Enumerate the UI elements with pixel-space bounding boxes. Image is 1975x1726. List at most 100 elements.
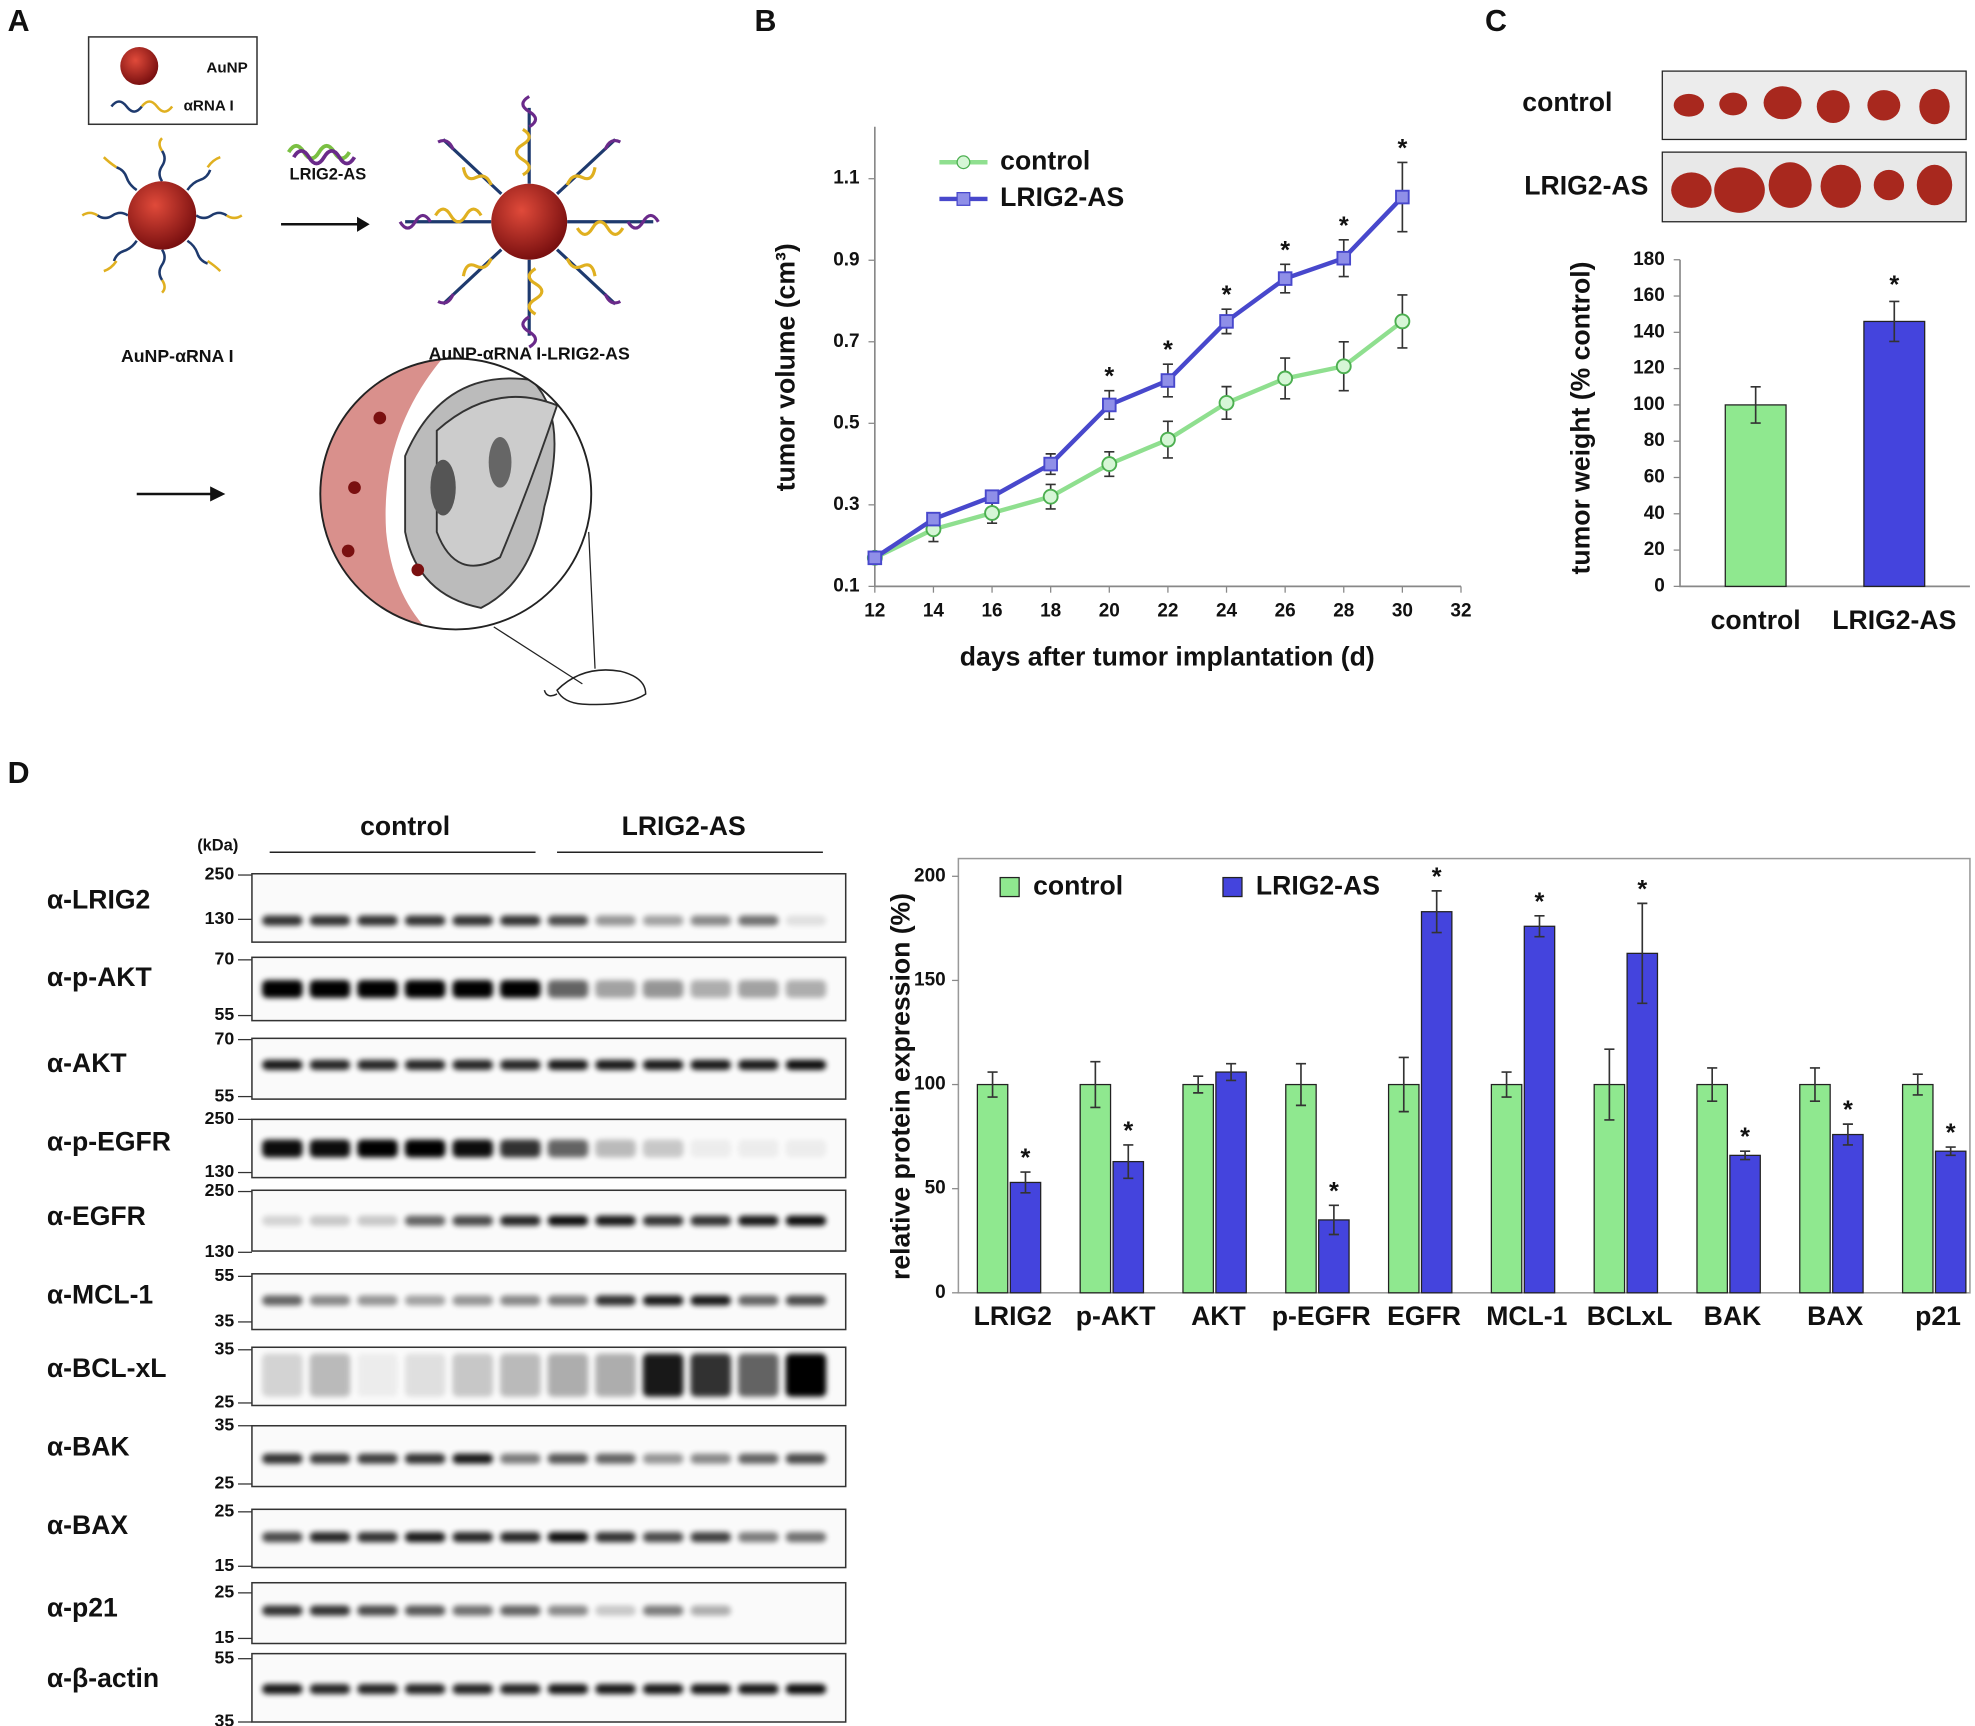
- x-tick-label: 26: [1275, 601, 1296, 622]
- y-tick-label: 160: [1633, 285, 1665, 306]
- band: [500, 1215, 541, 1226]
- band: [404, 1059, 446, 1070]
- y-tick-label: 60: [1644, 467, 1665, 488]
- group-label: control: [360, 811, 450, 841]
- band: [547, 1684, 589, 1695]
- kda-label: 55: [214, 1085, 234, 1105]
- marker: [1335, 358, 1352, 375]
- band: [357, 1453, 398, 1464]
- band: [452, 1684, 493, 1695]
- band: [690, 1532, 732, 1543]
- band: [309, 1295, 351, 1306]
- antibody-label: α-LRIG2: [47, 885, 150, 915]
- band: [452, 1353, 493, 1397]
- band: [595, 1295, 636, 1306]
- significance: *: [1740, 1123, 1750, 1151]
- band: [262, 1295, 303, 1306]
- band: [547, 915, 589, 926]
- kda-label: 130: [205, 1161, 235, 1181]
- panel-label: C: [1485, 4, 1507, 38]
- band: [262, 915, 303, 926]
- band: [262, 1684, 303, 1695]
- band: [357, 980, 398, 998]
- band: [262, 980, 303, 998]
- x-tick-label: BCLxL: [1587, 1301, 1673, 1331]
- marker: [1218, 395, 1235, 411]
- band: [309, 915, 351, 926]
- band: [452, 1215, 493, 1226]
- band: [785, 1532, 827, 1543]
- schematic: [81, 36, 660, 706]
- band: [404, 1295, 446, 1306]
- band: [500, 980, 541, 998]
- band: [452, 980, 493, 998]
- error-bar: [1534, 915, 1545, 938]
- error-bar: [1090, 1060, 1101, 1109]
- band: [500, 1059, 541, 1070]
- band: [690, 1605, 732, 1616]
- x-tick-label: LRIG2-AS: [1832, 605, 1956, 635]
- band: [452, 1532, 493, 1543]
- band: [547, 1353, 589, 1397]
- band: [595, 915, 636, 926]
- band: [738, 1215, 779, 1226]
- band: [642, 1684, 684, 1695]
- panel-label: B: [755, 4, 777, 38]
- band: [690, 1353, 732, 1397]
- error-bar: [987, 1071, 998, 1098]
- band: [595, 1453, 636, 1464]
- kda-label: 70: [214, 949, 234, 969]
- kda-label: 35: [214, 1338, 234, 1358]
- y-tick-label: 80: [1644, 430, 1665, 451]
- y-tick-label: 0.5: [833, 412, 860, 433]
- band: [547, 1532, 589, 1543]
- bar: [1285, 1083, 1317, 1294]
- x-tick-label: AKT: [1191, 1301, 1246, 1331]
- band: [738, 980, 779, 998]
- y-tick-label: 0.1: [833, 575, 860, 596]
- x-tick-label: EGFR: [1387, 1301, 1461, 1331]
- marker: [1160, 373, 1176, 388]
- y-tick-label: 50: [925, 1178, 946, 1199]
- band: [642, 1353, 684, 1397]
- y-axis-label: tumor weight (% control): [1566, 261, 1596, 574]
- error-bar: [1123, 1144, 1134, 1180]
- band: [785, 1453, 827, 1464]
- band: [547, 980, 589, 998]
- error-bar: [1020, 1171, 1031, 1194]
- kda-label: 25: [214, 1582, 234, 1602]
- band: [357, 1215, 398, 1226]
- band: [785, 980, 827, 998]
- band: [262, 1453, 303, 1464]
- x-tick-label: p-AKT: [1076, 1301, 1156, 1331]
- band: [738, 1059, 779, 1070]
- error-bar: [1431, 890, 1442, 934]
- band: [404, 1215, 446, 1226]
- band: [690, 1139, 732, 1158]
- bar: [1863, 320, 1926, 588]
- kda-label: 35: [214, 1311, 234, 1331]
- band: [309, 1532, 351, 1543]
- significance: *: [1889, 271, 1899, 299]
- band: [262, 1605, 303, 1616]
- band: [452, 1605, 493, 1616]
- band: [690, 1215, 732, 1226]
- significance: *: [1021, 1144, 1031, 1172]
- significance: *: [1637, 875, 1647, 903]
- band: [595, 980, 636, 998]
- band: [309, 1605, 351, 1616]
- x-tick-label: p-EGFR: [1272, 1301, 1371, 1331]
- band: [642, 1532, 684, 1543]
- significance: *: [1397, 134, 1407, 162]
- marker: [1394, 313, 1411, 330]
- significance: *: [1339, 212, 1349, 240]
- y-tick-label: 40: [1644, 503, 1665, 524]
- significance: *: [1843, 1096, 1853, 1124]
- band: [309, 980, 351, 998]
- x-tick-label: 32: [1450, 601, 1471, 622]
- kda-label: 35: [214, 1711, 234, 1726]
- error-bar: [1295, 1062, 1307, 1107]
- kda-label: 55: [214, 1265, 234, 1285]
- band: [547, 1139, 589, 1158]
- significance: *: [1280, 236, 1290, 264]
